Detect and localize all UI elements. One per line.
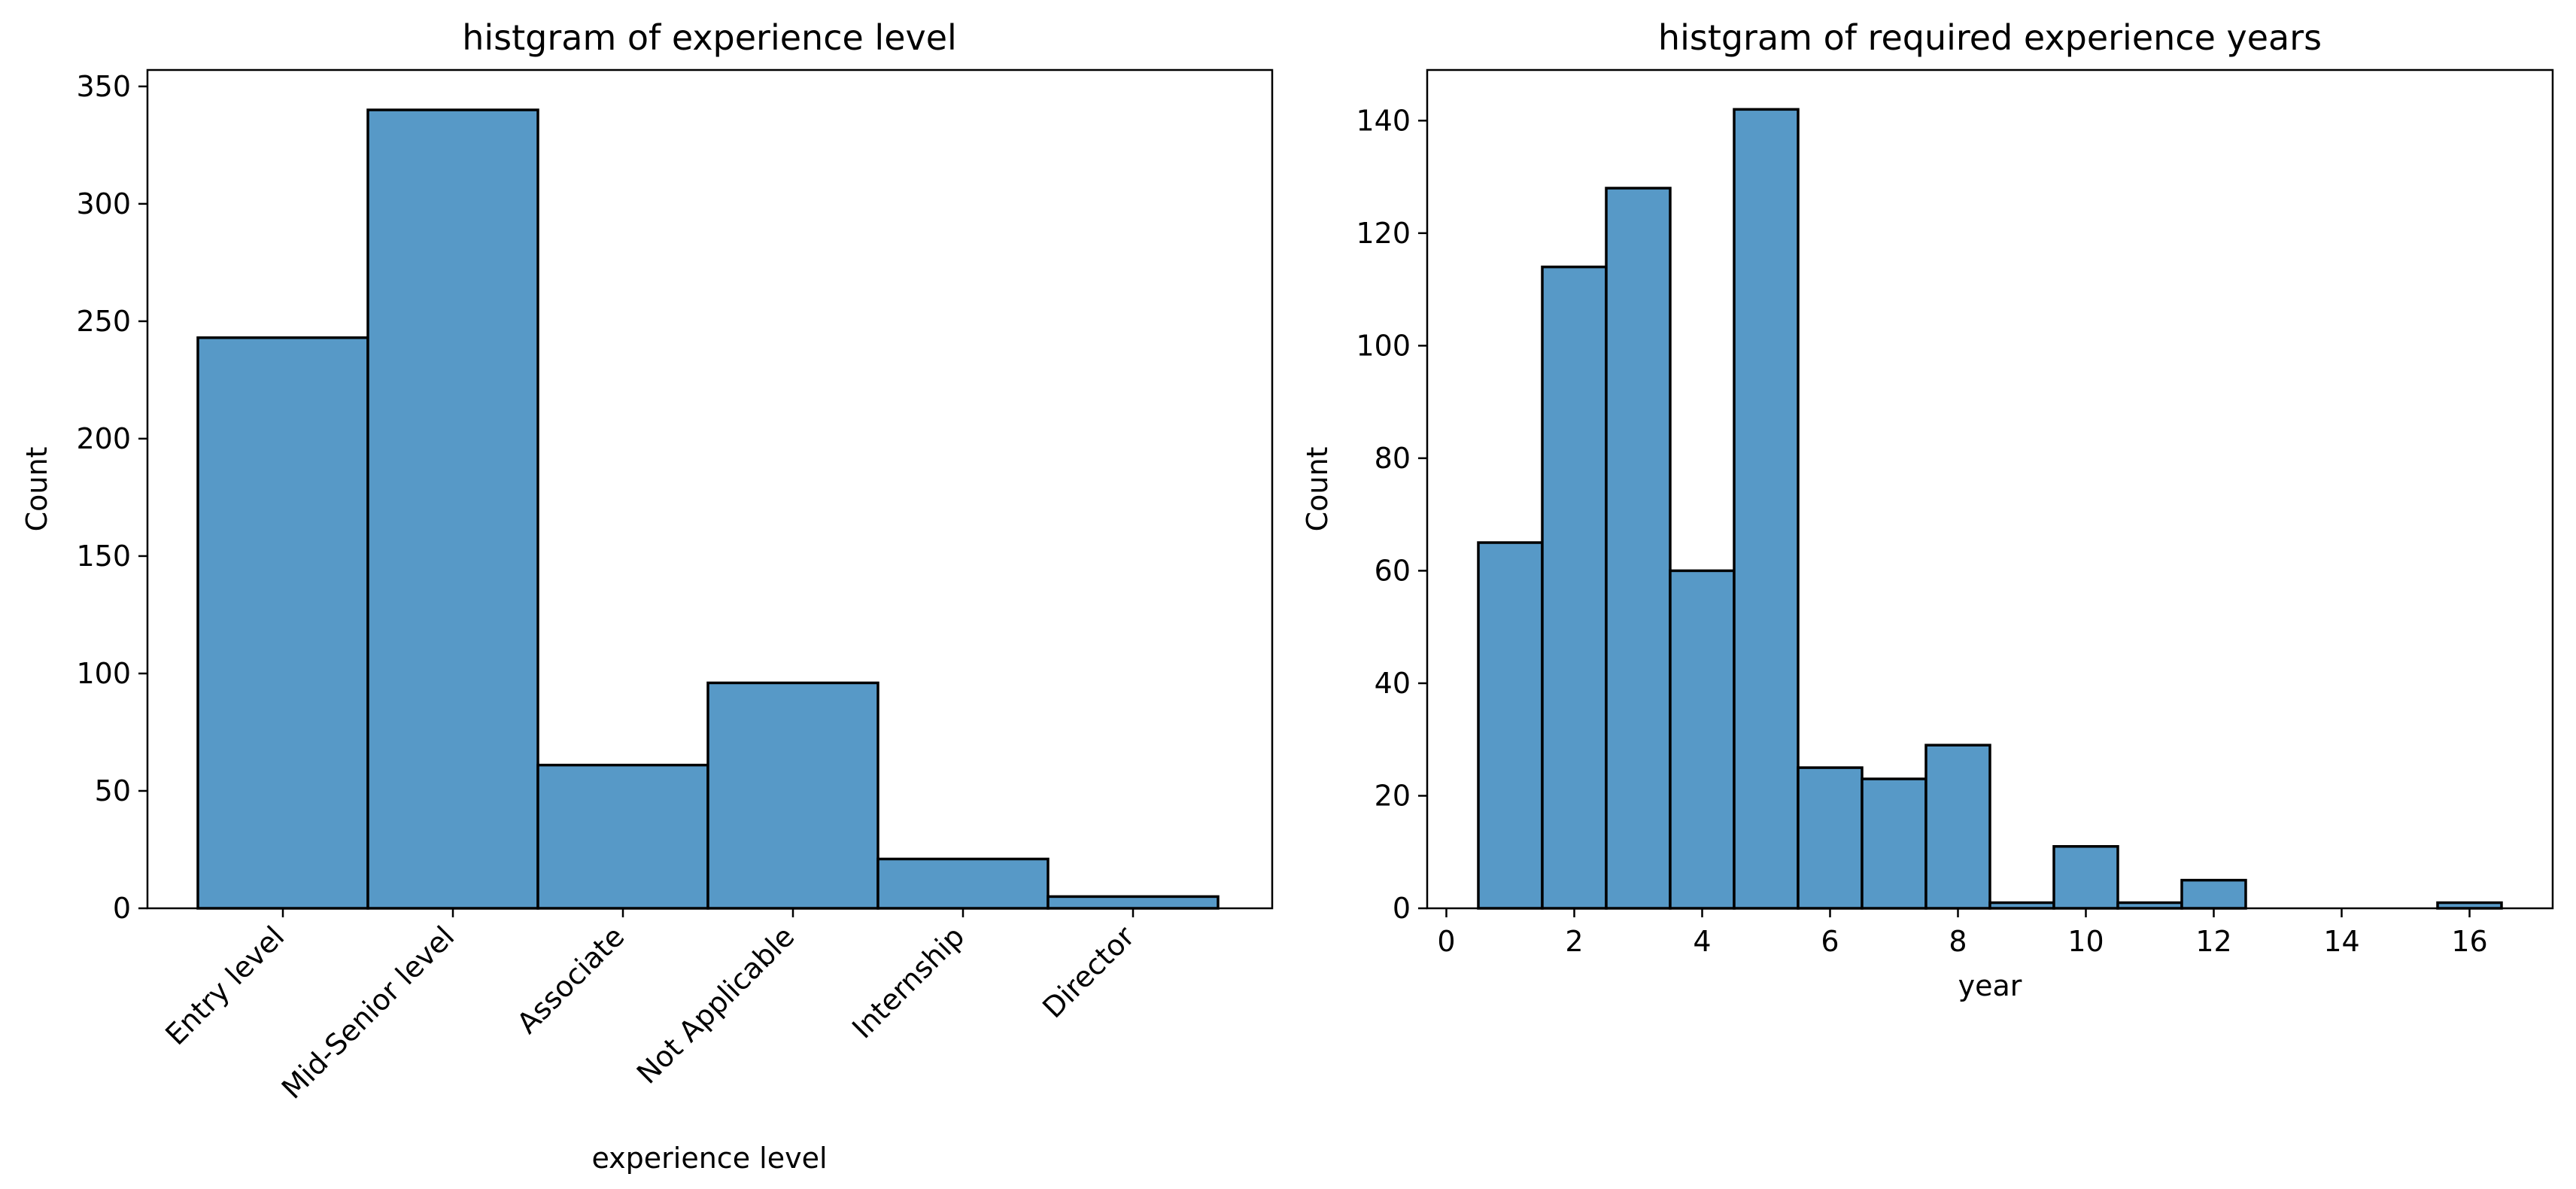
chart2-bar-4 [1733,108,1800,910]
chart1-xtick-label-5: Director [1036,920,1141,1024]
chart2-ytick-label-5: 100 [1356,329,1411,362]
chart2-xtick-label-4: 8 [1949,925,1967,958]
chart1-ytick-label-2: 100 [76,657,131,690]
chart2-bar-1 [1541,265,1608,910]
chart1-ytick-label-7: 350 [76,70,131,103]
chart2-bar-9 [2052,845,2119,910]
chart2-ytick-label-6: 120 [1356,217,1411,250]
chart1-plot-frame [146,68,1274,910]
chart1-bar-5 [1046,895,1220,910]
chart1-ytick-label-4: 200 [76,422,131,455]
chart1-xtick-label-4: Internship [846,920,971,1045]
chart2-bar-6 [1861,777,1927,910]
chart2-xtick-label-8: 16 [2451,925,2487,958]
chart1-xtick-label-0: Entry level [159,920,290,1051]
chart1-y-axis-label: Count [20,447,53,532]
chart1-bar-0 [196,336,369,910]
chart1-bars [196,108,1220,910]
required-experience-years-histogram: histgram of required experience years 0 2… [1301,17,2554,1002]
chart2-bar-0 [1477,541,1544,910]
chart1-xtick-label-1: Mid-Senior level [275,920,461,1105]
chart2-ytick-label-7: 140 [1356,104,1411,137]
chart2-xtick-label-0: 0 [1437,925,1455,958]
chart2-xtick-label-5: 10 [2067,925,2104,958]
chart2-ytick-label-3: 60 [1375,554,1411,587]
chart1-title: histgram of experience level [462,17,957,58]
chart2-xtick-label-7: 14 [2323,925,2359,958]
chart2-bars [1477,108,2503,910]
chart2-ytick-label-1: 20 [1375,779,1411,812]
chart1-y-axis: 0 50 100 150 200 250 300 350 [76,70,147,925]
chart2-title: histgram of required experience years [1658,17,2322,58]
chart2-xtick-label-2: 4 [1693,925,1711,958]
chart1-xtick-label-3: Not Applicable [630,920,800,1090]
chart2-x-axis: 0 2 4 6 8 10 12 14 16 [1437,908,2488,958]
chart2-ytick-label-4: 80 [1375,442,1411,475]
chart1-bar-1 [366,108,539,910]
chart2-bar-3 [1669,569,1736,910]
chart1-bar-4 [876,857,1050,910]
chart2-ytick-label-0: 0 [1393,892,1411,925]
chart2-bar-7 [1924,744,1991,910]
chart2-plot-frame [1426,68,2554,910]
chart1-bar-3 [706,681,879,910]
chart1-ytick-label-3: 150 [76,540,131,573]
experience-level-histogram: histgram of experience level 0 50 100 150 20… [20,17,1274,1175]
chart2-x-axis-label: year [1958,969,2022,1002]
chart1-xtick-label-2: Associate [511,920,631,1040]
chart2-y-axis: 0 20 40 60 80 100 120 140 [1356,104,1427,925]
chart2-xtick-label-1: 2 [1565,925,1583,958]
chart1-ytick-label-1: 50 [95,774,131,807]
chart1-x-axis-label: experience level [591,1142,827,1175]
chart2-xtick-label-6: 12 [2195,925,2231,958]
chart2-y-axis-label: Count [1301,447,1334,532]
chart2-xtick-label-3: 6 [1821,925,1839,958]
chart2-bar-5 [1797,766,1864,910]
chart2-ytick-label-2: 40 [1375,667,1411,700]
chart2-bar-11 [2180,878,2247,910]
chart1-ytick-label-0: 0 [113,892,131,925]
chart2-bar-2 [1605,187,1672,910]
chart1-ytick-label-5: 250 [76,305,131,338]
chart1-ytick-label-6: 300 [76,187,131,220]
chart1-bar-2 [536,763,709,910]
